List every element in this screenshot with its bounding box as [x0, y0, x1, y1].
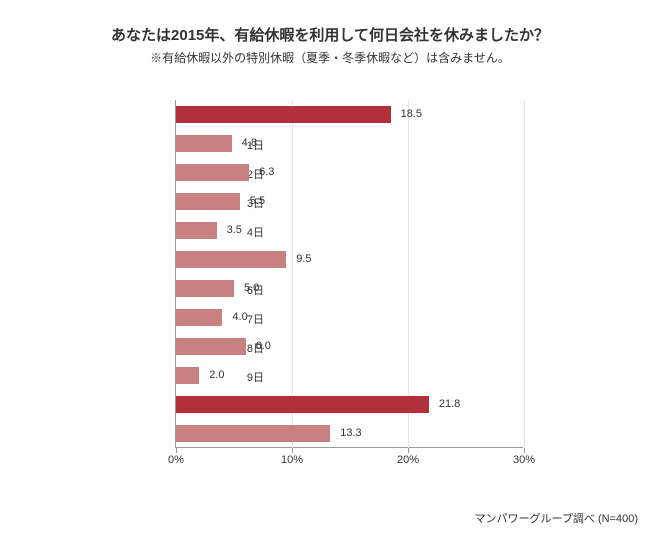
bar-value-label: 6.0 — [256, 340, 271, 352]
x-tick-mark — [524, 448, 525, 453]
bar — [176, 164, 249, 181]
bar — [176, 135, 232, 152]
chart-footnote: マンパワーグループ調べ (N=400) — [475, 510, 638, 526]
bar-row: 4日3.5 — [120, 216, 560, 245]
bar-row: 7日4.0 — [120, 303, 560, 332]
bar-value-label: 13.3 — [340, 427, 361, 439]
bar-value-label: 4.0 — [232, 311, 247, 323]
bar-row: 6日5.0 — [120, 274, 560, 303]
chart-container: あなたは2015年、有給休暇を利用して何日会社を休みましたか？ ※有給休暇以外の… — [0, 0, 660, 540]
bar — [176, 396, 429, 413]
bar-value-label: 5.5 — [250, 195, 265, 207]
bar-value-label: 4.8 — [242, 137, 257, 149]
chart-title: あなたは2015年、有給休暇を利用して何日会社を休みましたか？ — [0, 24, 660, 45]
bar-row: 0日18.5 — [120, 100, 560, 129]
bar — [176, 106, 391, 123]
x-tick-mark — [292, 448, 293, 453]
bar-row: 8日6.0 — [120, 332, 560, 361]
bar-row: 11日以上13.3 — [120, 419, 560, 448]
bar-row: 5日9.5 — [120, 245, 560, 274]
x-tick-label: 20% — [397, 454, 419, 466]
bar — [176, 367, 199, 384]
bar-chart: 0%10%20%30%0日18.51日4.82日6.33日5.54日3.55日9… — [120, 100, 560, 460]
bar — [176, 222, 217, 239]
bar — [176, 425, 330, 442]
bar-value-label: 6.3 — [259, 166, 274, 178]
bar-value-label: 21.8 — [439, 398, 460, 410]
x-tick-label: 30% — [513, 454, 535, 466]
x-tick-mark — [408, 448, 409, 453]
x-tick-label: 10% — [281, 454, 303, 466]
bar — [176, 193, 240, 210]
bar-value-label: 2.0 — [209, 369, 224, 381]
bar-value-label: 9.5 — [296, 253, 311, 265]
bar-value-label: 3.5 — [227, 224, 242, 236]
bar-row: 10日21.8 — [120, 390, 560, 419]
x-tick-mark — [176, 448, 177, 453]
bar-value-label: 18.5 — [401, 108, 422, 120]
bar-row: 9日2.0 — [120, 361, 560, 390]
bar — [176, 280, 234, 297]
bar — [176, 309, 222, 326]
chart-subtitle: ※有給休暇以外の特別休暇（夏季・冬季休暇など）は含みません。 — [0, 49, 660, 66]
bar — [176, 338, 246, 355]
bar-row: 3日5.5 — [120, 187, 560, 216]
bar-value-label: 5.0 — [244, 282, 259, 294]
bar-row: 1日4.8 — [120, 129, 560, 158]
x-tick-label: 0% — [168, 454, 184, 466]
bar-row: 2日6.3 — [120, 158, 560, 187]
bar — [176, 251, 286, 268]
